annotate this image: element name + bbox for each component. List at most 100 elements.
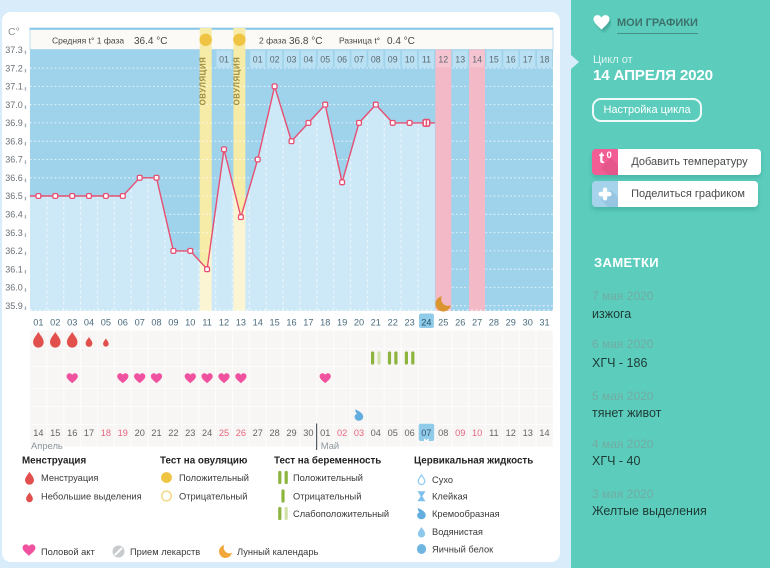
svg-text:29: 29 [506, 317, 516, 327]
svg-text:09: 09 [168, 317, 178, 327]
svg-text:Клейкая: Клейкая [432, 492, 468, 502]
svg-text:06: 06 [337, 54, 347, 64]
svg-text:37.3: 37.3 [5, 45, 23, 55]
svg-text:ОВУЛЯЦИЯ: ОВУЛЯЦИЯ [199, 57, 208, 106]
svg-text:23: 23 [404, 317, 414, 327]
svg-text:Яичный белок: Яичный белок [432, 545, 494, 555]
svg-text:Небольшие выделения: Небольшие выделения [41, 492, 142, 502]
svg-text:36.1: 36.1 [5, 264, 23, 274]
svg-text:10: 10 [405, 54, 415, 64]
svg-text:C°: C° [8, 26, 20, 38]
svg-text:23: 23 [185, 428, 195, 438]
svg-text:ОВУЛЯЦИЯ: ОВУЛЯЦИЯ [232, 57, 241, 106]
svg-text:03: 03 [287, 54, 297, 64]
svg-text:Тест на овуляцию: Тест на овуляцию [160, 456, 247, 467]
svg-text:04: 04 [371, 428, 381, 438]
svg-text:02: 02 [50, 317, 60, 327]
svg-text:01: 01 [320, 428, 330, 438]
svg-text:Половой акт: Половой акт [41, 547, 95, 557]
svg-text:06: 06 [404, 428, 414, 438]
svg-text:36.5: 36.5 [5, 191, 23, 201]
svg-text:30: 30 [303, 428, 313, 438]
svg-text:19: 19 [337, 317, 347, 327]
svg-text:Лунный календарь: Лунный календарь [237, 547, 319, 557]
svg-text:Средняя t° 1 фаза: Средняя t° 1 фаза [52, 36, 124, 46]
svg-text:01: 01 [253, 54, 263, 64]
svg-text:16: 16 [67, 428, 77, 438]
svg-text:07: 07 [354, 54, 364, 64]
svg-text:02: 02 [337, 428, 347, 438]
svg-text:18: 18 [540, 54, 550, 64]
svg-text:13: 13 [455, 54, 465, 64]
svg-text:17: 17 [303, 317, 313, 327]
svg-text:26: 26 [455, 317, 465, 327]
svg-text:36.8: 36.8 [5, 136, 23, 146]
svg-text:10: 10 [472, 428, 482, 438]
svg-text:36.0: 36.0 [5, 283, 23, 293]
svg-text:04: 04 [304, 54, 314, 64]
svg-text:13: 13 [523, 428, 533, 438]
svg-text:35.9: 35.9 [5, 301, 23, 311]
svg-text:Менструация: Менструация [41, 473, 98, 483]
svg-text:21: 21 [151, 428, 161, 438]
svg-text:24: 24 [421, 317, 431, 327]
svg-text:16: 16 [506, 54, 516, 64]
svg-text:36.3: 36.3 [5, 228, 23, 238]
svg-text:25: 25 [219, 428, 229, 438]
svg-text:37.0: 37.0 [5, 100, 23, 110]
svg-text:27: 27 [472, 317, 482, 327]
svg-text:12: 12 [219, 317, 229, 327]
svg-text:14: 14 [539, 428, 549, 438]
svg-text:20: 20 [354, 317, 364, 327]
svg-text:Разница t°: Разница t° [339, 36, 380, 46]
svg-text:01: 01 [219, 54, 229, 64]
svg-text:07: 07 [135, 317, 145, 327]
svg-text:11: 11 [489, 428, 499, 438]
svg-text:2 фаза: 2 фаза [259, 36, 287, 46]
svg-text:14: 14 [472, 54, 482, 64]
svg-text:25: 25 [438, 317, 448, 327]
svg-text:12: 12 [506, 428, 516, 438]
svg-text:14: 14 [33, 428, 43, 438]
svg-text:20: 20 [135, 428, 145, 438]
svg-text:31: 31 [539, 317, 549, 327]
svg-text:0.4 °C: 0.4 °C [387, 36, 415, 47]
svg-text:19: 19 [118, 428, 128, 438]
svg-text:08: 08 [371, 54, 381, 64]
svg-text:22: 22 [168, 428, 178, 438]
svg-text:27: 27 [253, 428, 263, 438]
svg-text:17: 17 [84, 428, 94, 438]
svg-text:37.2: 37.2 [5, 63, 23, 73]
svg-text:15: 15 [269, 317, 279, 327]
svg-text:03: 03 [67, 317, 77, 327]
svg-text:Менструация: Менструация [22, 456, 86, 467]
svg-text:15: 15 [489, 54, 499, 64]
svg-text:Отрицательный: Отрицательный [179, 492, 247, 502]
svg-text:21: 21 [371, 317, 381, 327]
svg-text:13: 13 [236, 317, 246, 327]
svg-text:36.8 °C: 36.8 °C [289, 36, 322, 47]
svg-text:Сухо: Сухо [432, 475, 453, 485]
svg-text:36.7: 36.7 [5, 155, 23, 165]
svg-text:05: 05 [101, 317, 111, 327]
svg-text:11: 11 [202, 317, 212, 327]
svg-text:Май: Май [321, 440, 339, 451]
svg-text:02: 02 [270, 54, 280, 64]
svg-text:Кремообразная: Кремообразная [432, 509, 500, 519]
svg-text:Положительный: Положительный [179, 473, 249, 483]
svg-text:18: 18 [101, 428, 111, 438]
svg-text:15: 15 [50, 428, 60, 438]
svg-text:36.2: 36.2 [5, 246, 23, 256]
svg-text:22: 22 [388, 317, 398, 327]
svg-text:05: 05 [320, 54, 330, 64]
svg-text:09: 09 [388, 54, 398, 64]
svg-text:01: 01 [33, 317, 43, 327]
svg-text:36.4: 36.4 [5, 210, 23, 220]
svg-text:09: 09 [455, 428, 465, 438]
svg-text:28: 28 [269, 428, 279, 438]
svg-text:07: 07 [421, 428, 431, 438]
svg-text:08: 08 [151, 317, 161, 327]
svg-text:Слабоположительный: Слабоположительный [293, 509, 389, 519]
svg-text:28: 28 [489, 317, 499, 327]
svg-text:17: 17 [523, 54, 533, 64]
